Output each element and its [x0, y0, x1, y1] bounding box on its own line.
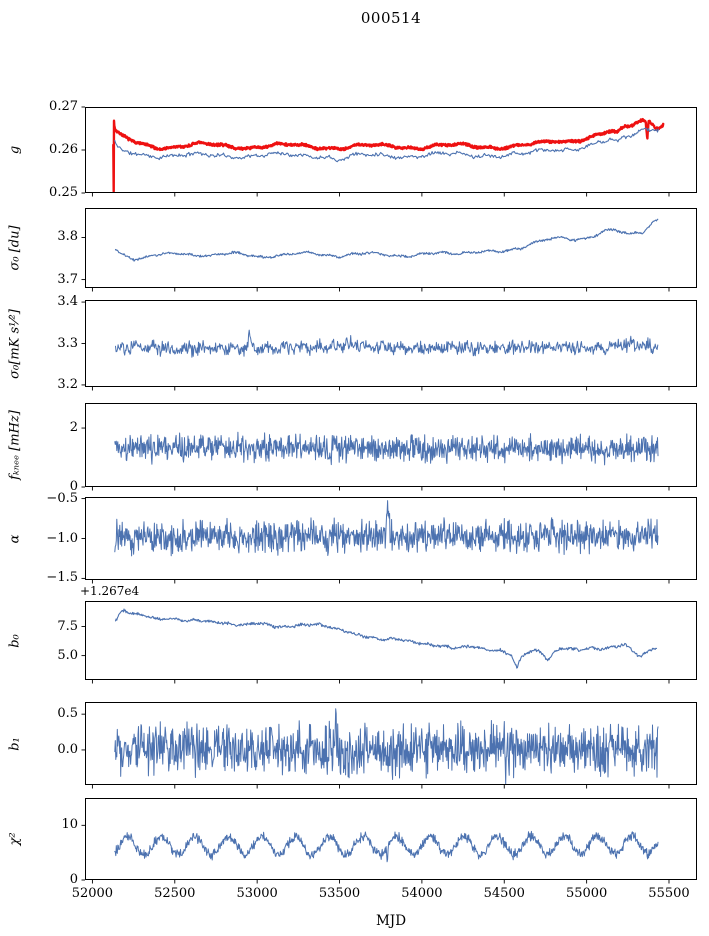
y-axis-label-alpha: α [7, 534, 23, 543]
y-tick-label-b0: 5.0 [57, 647, 78, 663]
y-tick-label-fknee: 2 [69, 420, 78, 436]
x-tick-label: 54000 [401, 886, 443, 901]
x-tick-label: 53500 [318, 886, 361, 901]
g-raw [114, 127, 660, 163]
panel-chi2-frame [85, 798, 697, 880]
x-axis-label: MJD [375, 913, 407, 929]
y-axis-offset-text: +1.267e4 [80, 584, 140, 598]
y-tick-label-g: 0.25 [49, 185, 78, 200]
panel-sigma0-du-frame [85, 208, 697, 288]
y-tick-label-sigma0-mks: 3.3 [57, 335, 78, 351]
panel-sigma0-mks-frame [85, 300, 697, 387]
g-smoothed [112, 117, 665, 193]
y-tick-label-sigma0-du: 3.8 [57, 229, 78, 245]
panel-g-frame [85, 107, 697, 193]
y-tick-label-sigma0-du: 3.7 [57, 271, 78, 287]
panel-b0-frame [85, 601, 697, 680]
y-axis-label-b0: b₀ [7, 633, 23, 648]
sigma0-mks-line [115, 329, 659, 358]
y-tick-label-alpha: −0.5 [46, 490, 78, 506]
x-tick-label: 54500 [483, 886, 525, 901]
x-tick-label: 55000 [565, 886, 608, 901]
y-tick-label-sigma0-mks: 3.2 [57, 376, 78, 392]
b0-line [114, 608, 658, 669]
x-tick-label: 53000 [236, 886, 278, 901]
y-tick-label-fknee: 0 [69, 479, 78, 494]
y-tick-label-g: 0.26 [49, 142, 78, 157]
y-tick-label-g: 0.27 [49, 99, 78, 114]
y-tick-label-chi2: 10 [61, 817, 78, 833]
panel-fknee-frame [85, 403, 697, 487]
y-tick-label-chi2: 0 [69, 872, 78, 887]
y-axis-label-sigma0-du: σ₀ [du] [7, 225, 23, 271]
y-axis-label-sigma0-mks: σ₀[mK s¹⁄²] [7, 308, 23, 379]
y-tick-label-sigma0-mks: 3.4 [57, 294, 78, 310]
y-axis-label-fknee: fₖₙₑₑ [mHz] [7, 410, 23, 480]
y-tick-label-alpha: −1.0 [46, 530, 78, 546]
x-tick-label: 52500 [154, 886, 196, 901]
y-tick-label-b1: 0.5 [57, 706, 78, 722]
chi2-line [114, 830, 659, 863]
sigma0-du-line [114, 218, 659, 262]
x-tick-label: 52000 [71, 886, 114, 901]
x-tick-label: 55500 [648, 886, 690, 901]
figure-title: 000514 [360, 9, 422, 27]
b1-line [114, 708, 659, 785]
panel-alpha-frame [85, 497, 697, 580]
panel-b1-frame [85, 702, 697, 785]
fknee-line [114, 431, 659, 466]
alpha-line [114, 500, 659, 557]
y-tick-label-b1: 0.0 [57, 741, 78, 757]
y-axis-label-b1: b₁ [7, 736, 23, 751]
y-axis-label-chi2: χ² [7, 832, 23, 846]
y-axis-label-g: g [7, 145, 23, 155]
y-tick-label-alpha: −1.5 [46, 570, 78, 586]
y-tick-label-b0: 7.5 [57, 618, 78, 634]
